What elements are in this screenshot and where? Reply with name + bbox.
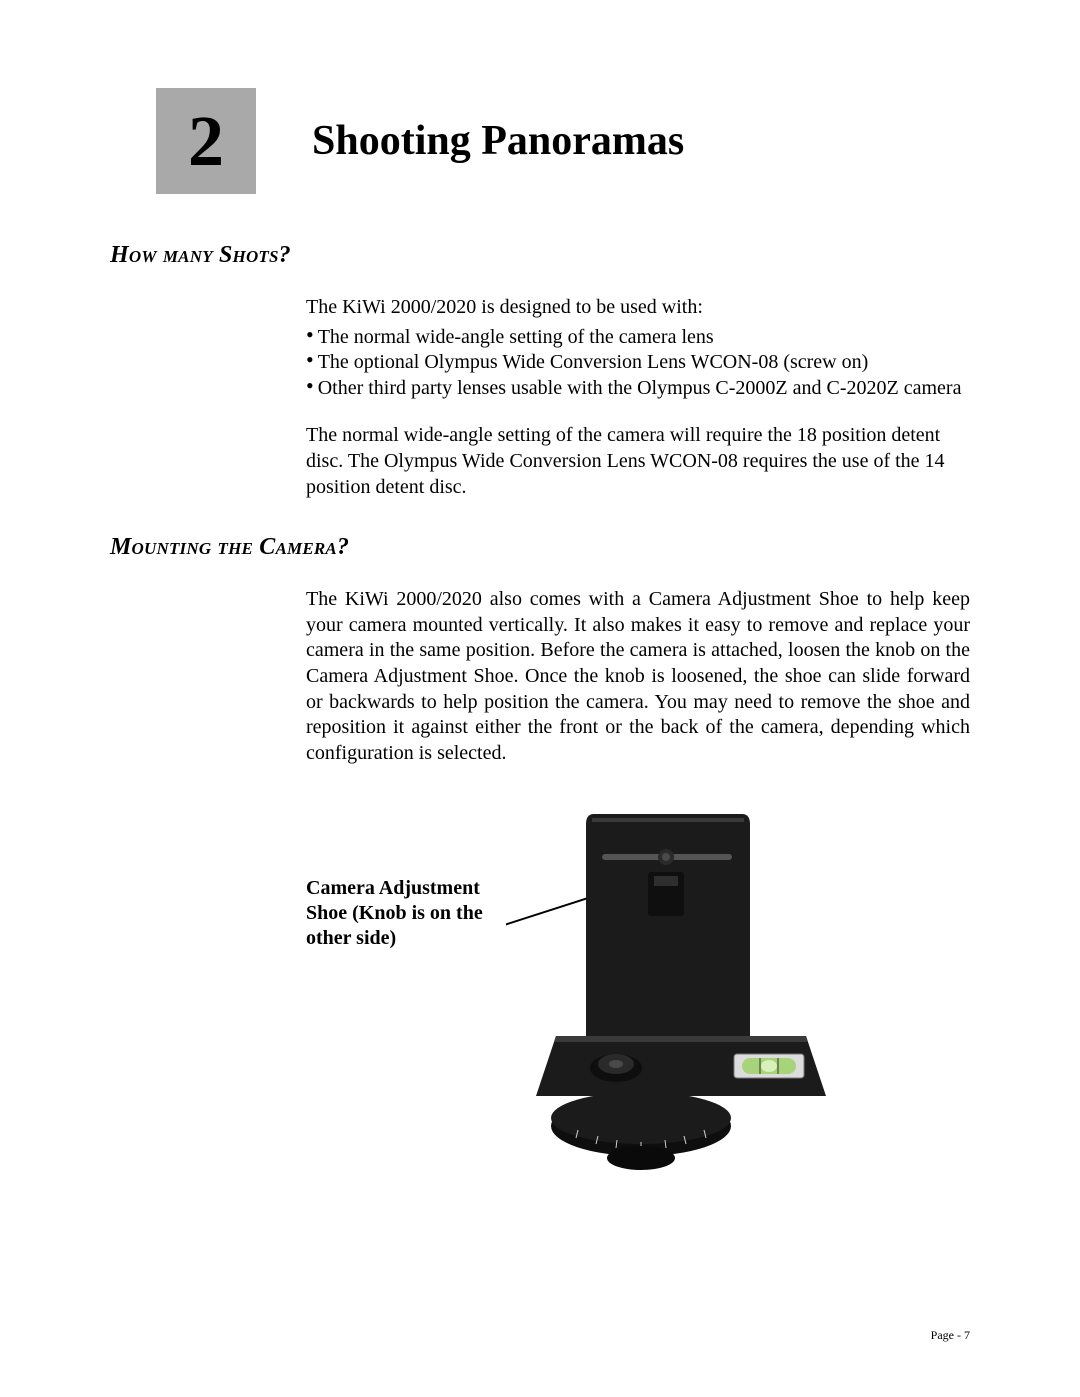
base-plate-edge (554, 1036, 808, 1042)
chapter-header: 2 Shooting Panoramas (110, 88, 970, 194)
detent-disc-paragraph: The normal wide-angle setting of the cam… (306, 423, 970, 500)
figure-illustration (506, 806, 836, 1211)
bubble-level-bubble (761, 1060, 777, 1072)
chapter-number: 2 (188, 100, 224, 183)
mounting-body: The KiWi 2000/2020 also comes with a Cam… (306, 587, 970, 766)
adjustment-shoe-top (654, 876, 678, 886)
section-heading-how-many-shots: How many Shots? (110, 242, 970, 269)
base-knob-center (609, 1060, 623, 1068)
bullet-dot-icon: • (306, 350, 314, 370)
bullet-item: • Other third party lenses usable with t… (306, 376, 970, 402)
bullet-item: • The normal wide-angle setting of the c… (306, 325, 970, 351)
how-many-shots-body: The KiWi 2000/2020 is designed to be use… (306, 295, 970, 500)
figure-area: Camera Adjustment Shoe (Knob is on the o… (306, 806, 970, 1211)
bracket-back (586, 814, 750, 1036)
mounting-paragraph: The KiWi 2000/2020 also comes with a Cam… (306, 587, 970, 766)
chapter-number-box: 2 (156, 88, 256, 194)
bullet-text: Other third party lenses usable with the… (318, 376, 962, 402)
camera-shoe-svg (506, 806, 836, 1206)
figure-caption: Camera Adjustment Shoe (Knob is on the o… (306, 876, 496, 951)
page-number: Page - 7 (931, 1328, 970, 1343)
bullet-item: • The optional Olympus Wide Conversion L… (306, 350, 970, 376)
bullet-text: The normal wide-angle setting of the cam… (318, 325, 714, 351)
intro-line: The KiWi 2000/2020 is designed to be use… (306, 295, 970, 321)
chapter-title: Shooting Panoramas (312, 117, 684, 165)
rotator-base (607, 1146, 675, 1170)
bullet-list: • The normal wide-angle setting of the c… (306, 325, 970, 402)
bracket-top-edge (592, 818, 744, 822)
bullet-text: The optional Olympus Wide Conversion Len… (318, 350, 869, 376)
bullet-dot-icon: • (306, 376, 314, 396)
bullet-dot-icon: • (306, 325, 314, 345)
rotator-dial-top (551, 1092, 731, 1144)
slot-screw-inner (662, 853, 670, 861)
section-heading-mounting: Mounting the Camera? (110, 534, 970, 561)
